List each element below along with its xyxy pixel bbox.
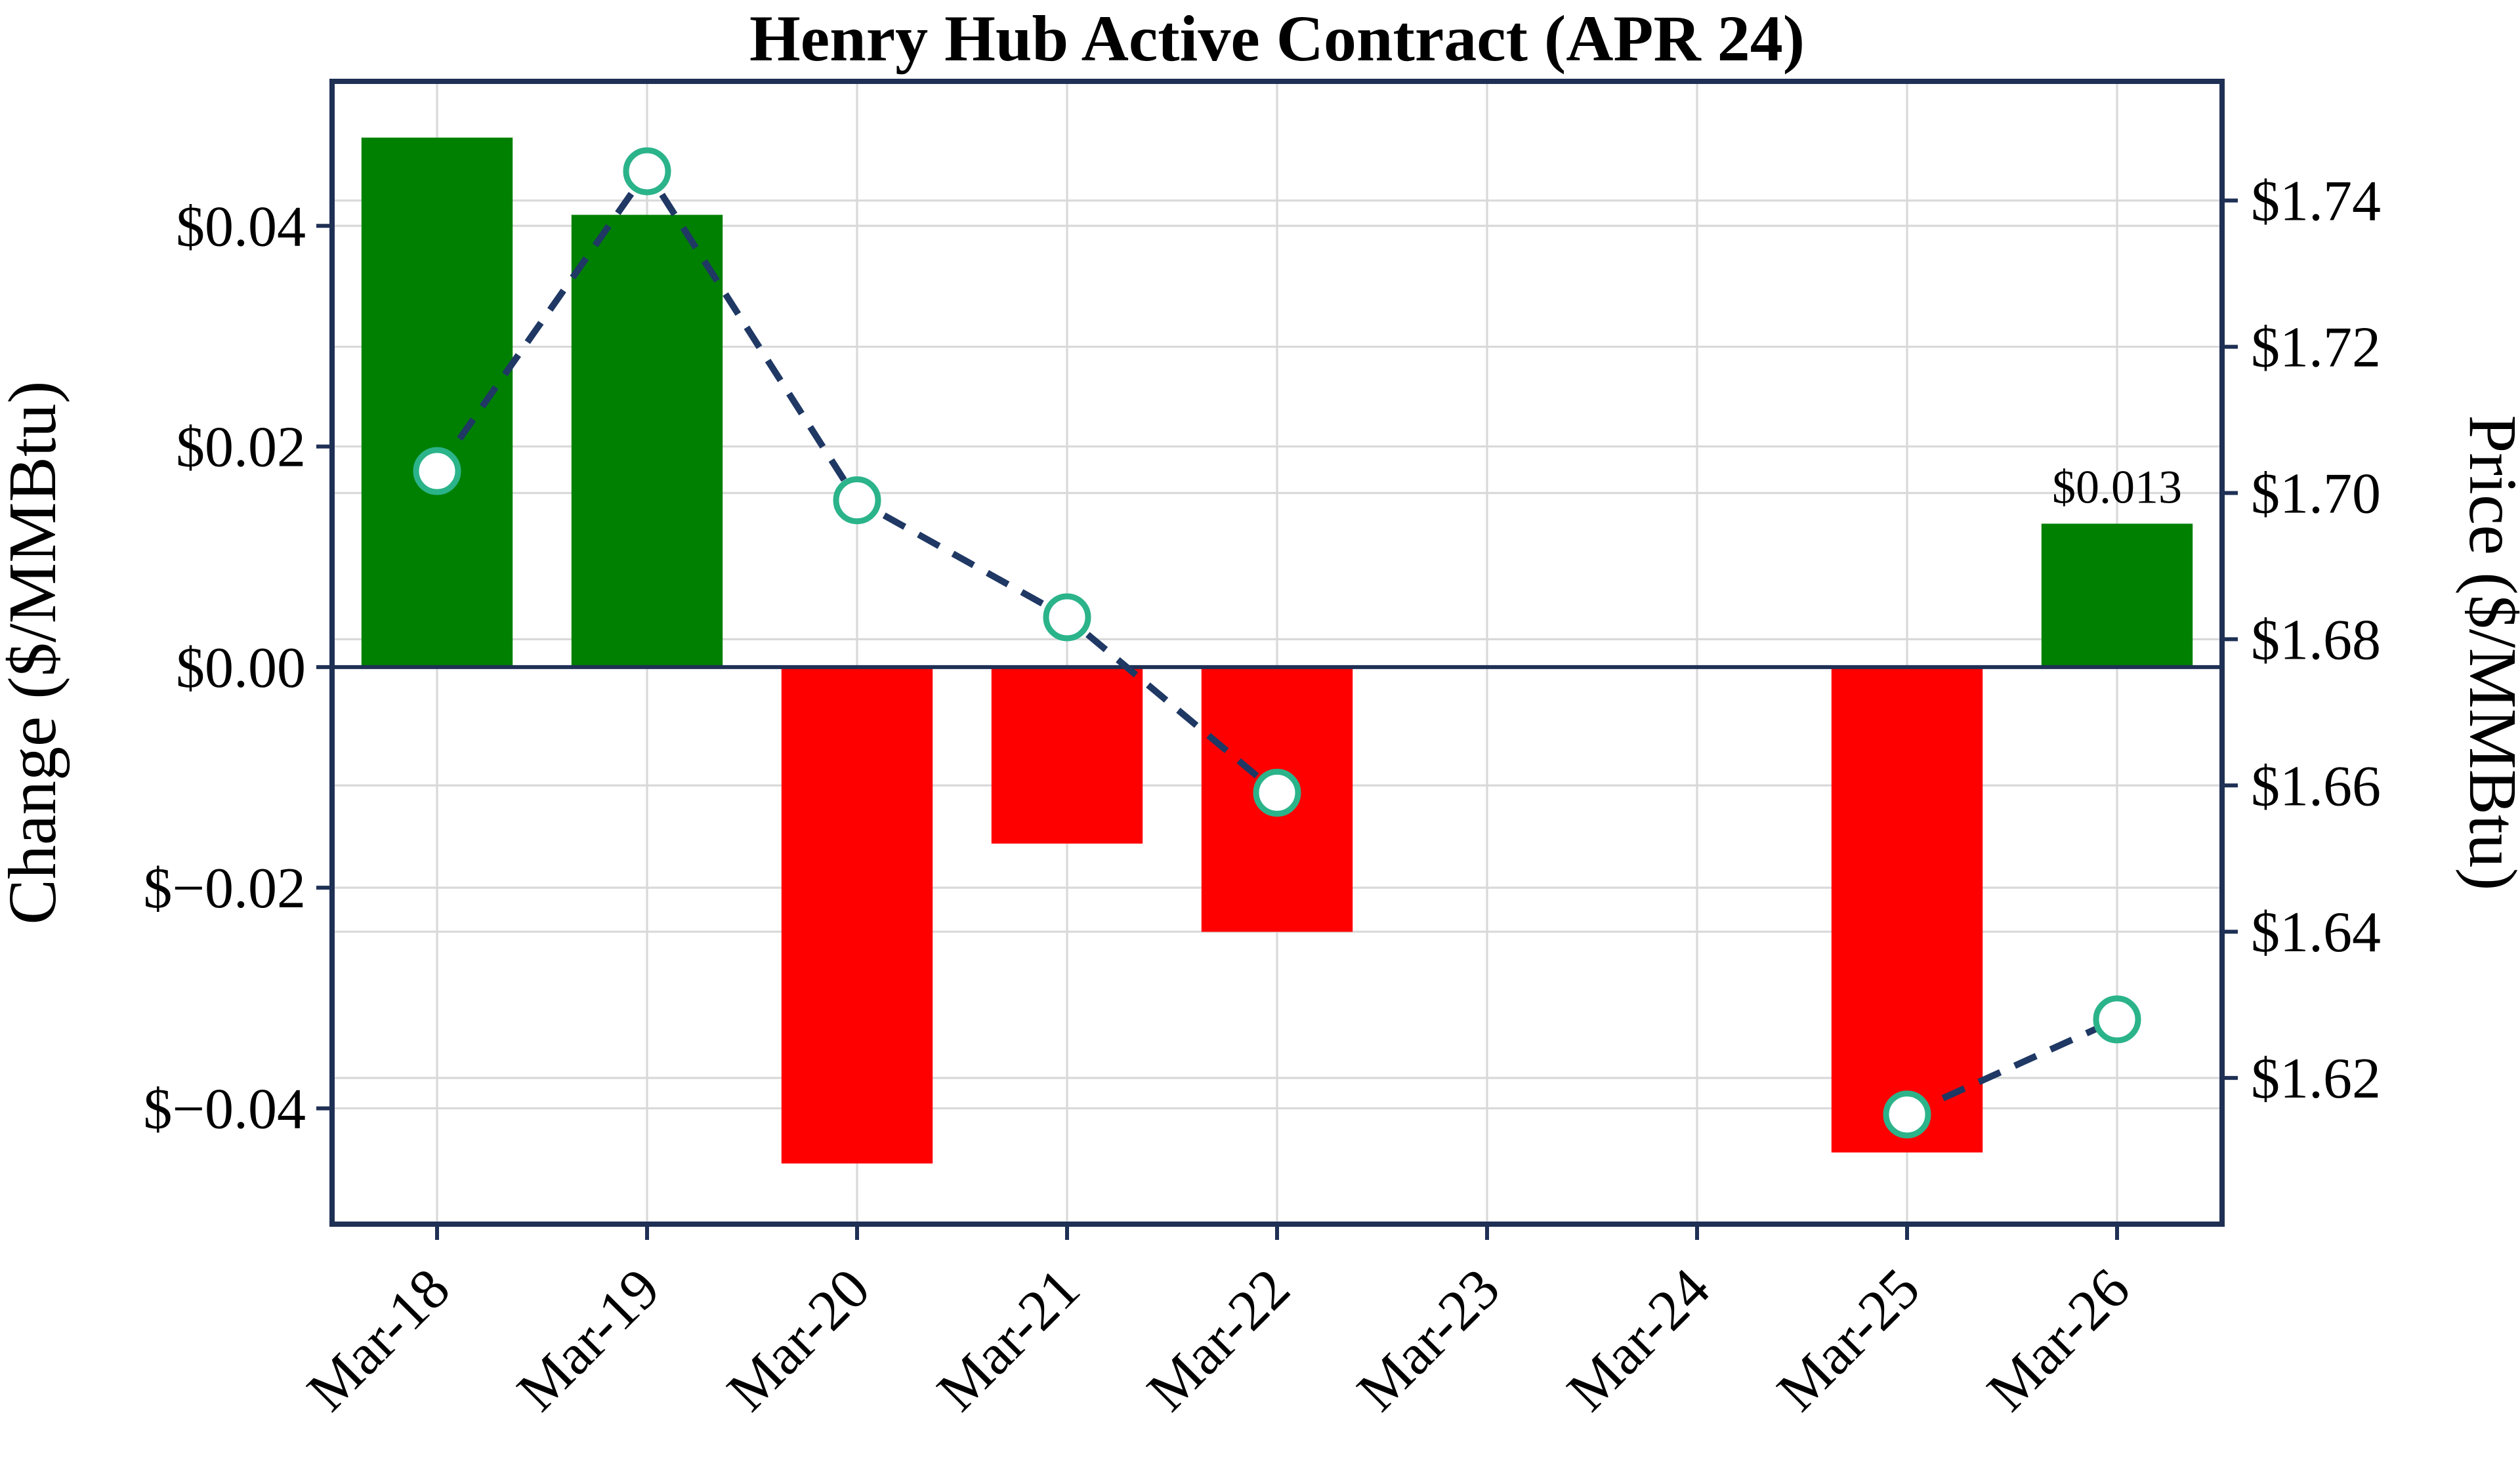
bar-value-annotation: $0.013 <box>2052 461 2182 513</box>
right-axis-tick-label: $1.64 <box>2251 901 2381 964</box>
x-axis-tick-label: Mar-22 <box>1135 1257 1302 1424</box>
left-axis-tick-label: $−0.02 <box>143 857 306 920</box>
right-axis-title: Price ($/MMBtu) <box>2455 415 2520 890</box>
price-marker-Mar-19 <box>623 147 671 195</box>
right-axis-tick-label: $1.74 <box>2251 170 2381 234</box>
change-bar-Mar-18 <box>361 137 513 667</box>
x-axis: Mar-18 Mar-19 Mar-20 Mar-21 Mar-22 Mar-23 Mar-… <box>295 1224 2142 1424</box>
right-axis-tick-label: $1.72 <box>2251 316 2381 380</box>
x-axis-tick-label: Mar-19 <box>505 1257 672 1424</box>
left-axis-tick-label: $0.00 <box>176 636 306 700</box>
x-axis-tick-label: Mar-24 <box>1555 1257 1722 1424</box>
right-axis-tick-label: $1.68 <box>2251 608 2381 672</box>
chart-title: Henry Hub Active Contract (APR 24) <box>749 2 1805 75</box>
x-axis-tick-label: Mar-21 <box>925 1257 1092 1424</box>
x-axis-tick-label: Mar-25 <box>1765 1257 1932 1424</box>
change-bar-Mar-20 <box>781 667 933 1164</box>
change-bar-Mar-19 <box>571 215 723 667</box>
x-axis-tick-label: Mar-18 <box>295 1257 462 1424</box>
x-axis-tick-label: Mar-20 <box>715 1257 882 1424</box>
right-axis-tick-label: $1.66 <box>2251 754 2381 818</box>
change-bar-Mar-25 <box>1831 667 1983 1153</box>
price-line-series <box>413 147 2141 1139</box>
left-axis-tick-label: $−0.04 <box>143 1077 306 1141</box>
right-axis: $1.74 $1.72 $1.70 $1.68 $1.66 $1.64 $1.62 <box>2222 170 2381 1111</box>
price-marker-Mar-26 <box>2093 995 2141 1044</box>
change-bars <box>361 137 2193 1164</box>
x-axis-tick-label: Mar-26 <box>1975 1257 2142 1424</box>
left-axis-tick-label: $0.02 <box>176 416 306 480</box>
change-bar-Mar-21 <box>991 667 1143 844</box>
right-axis-tick-label: $1.62 <box>2251 1047 2381 1111</box>
price-marker-Mar-21 <box>1043 593 1091 642</box>
right-axis-tick-label: $1.70 <box>2251 462 2381 525</box>
left-axis-tick-label: $0.04 <box>176 195 306 258</box>
change-bar-Mar-26 <box>2041 524 2193 667</box>
price-marker-Mar-18 <box>413 447 461 495</box>
x-axis-tick-label: Mar-23 <box>1345 1257 1512 1424</box>
price-marker-Mar-20 <box>833 476 881 525</box>
left-axis-title: Change ($/MMBtu) <box>0 380 70 924</box>
left-axis: $0.04 $0.02 $0.00 $−0.02 $−0.04 <box>143 195 332 1141</box>
price-marker-Mar-25 <box>1883 1090 1931 1139</box>
price-marker-Mar-22 <box>1253 768 1301 817</box>
